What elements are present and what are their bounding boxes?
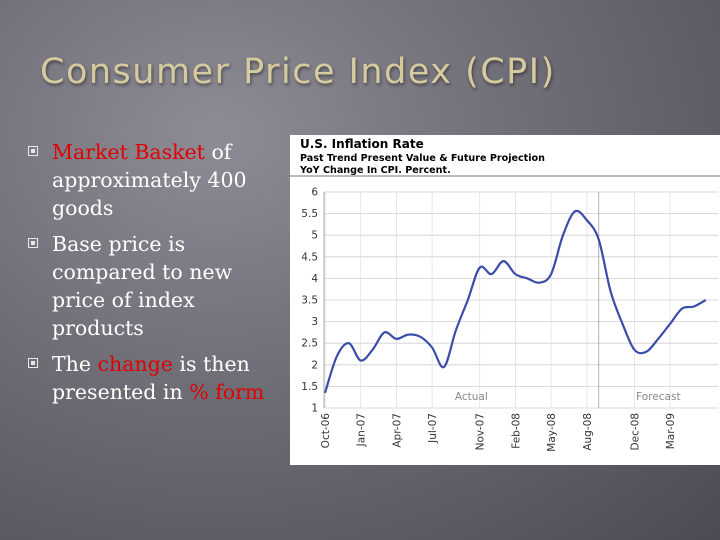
y-tick-label: 2.5 xyxy=(301,338,318,350)
y-tick-label: 1.5 xyxy=(301,381,318,393)
bullet-text: Base price is compared to new price of i… xyxy=(52,232,233,340)
bullet-item: Market Basket of approximately 400 goods xyxy=(28,138,290,222)
x-tick-label: Jan-07 xyxy=(356,413,368,447)
x-tick-label: Dec-08 xyxy=(629,413,641,450)
chart-title: U.S. Inflation Rate xyxy=(300,137,424,151)
actual-annotation: Actual xyxy=(455,391,488,403)
y-tick-label: 6 xyxy=(311,187,318,199)
y-tick-label: 1 xyxy=(311,403,318,415)
x-tick-label: Apr-07 xyxy=(391,413,403,448)
chart-subtitle: YoY Change In CPI. Percent. xyxy=(300,165,451,176)
x-tick-label: Feb-08 xyxy=(510,413,522,449)
inflation-series-line xyxy=(323,209,707,394)
y-tick-label: 3 xyxy=(311,316,318,328)
y-tick-label: 4.5 xyxy=(301,251,318,263)
bullet-text: of approximately 400 goods xyxy=(52,140,247,220)
inflation-chart: U.S. Inflation Rate Past Trend Present V… xyxy=(290,135,720,465)
slide-title: Consumer Price Index (CPI) xyxy=(40,52,556,92)
x-tick-label: Oct-06 xyxy=(320,413,332,449)
x-tick-label: Jul-07 xyxy=(427,413,439,444)
forecast-annotation: Forecast xyxy=(636,391,680,403)
x-tick-label: May-08 xyxy=(546,413,558,452)
x-tick-label: Nov-07 xyxy=(475,413,487,450)
bullet-text: The xyxy=(52,352,98,376)
chart-canvas: 1 1.5 2 2.5 3 3.5 4 4.5 5 5.5 6 Oct-06 Jan-07 Apr-07 J… xyxy=(290,175,720,452)
y-tick-label: 5.5 xyxy=(301,208,318,220)
y-tick-label: 5 xyxy=(311,230,318,242)
bullet-text: is then presented in xyxy=(52,352,250,404)
y-tick-label: 2 xyxy=(311,359,318,371)
bullet-item: Base price is compared to new price of i… xyxy=(28,230,290,342)
bullet-marker-icon xyxy=(28,358,38,368)
bullet-marker-icon xyxy=(28,238,38,248)
bullet-list: Market Basket of approximately 400 goods… xyxy=(28,138,290,414)
x-tick-label: Mar-09 xyxy=(665,413,677,449)
y-tick-label: 4 xyxy=(311,273,318,285)
bullet-marker-icon xyxy=(28,146,38,156)
y-tick-label: 3.5 xyxy=(301,295,318,307)
bullet-item: The change is then presented in % form xyxy=(28,350,290,406)
bullet-text: Market Basket xyxy=(52,140,205,164)
chart-subtitle: Past Trend Present Value & Future Projec… xyxy=(300,153,545,164)
bullet-text: change xyxy=(97,352,173,376)
bullet-text: % form xyxy=(189,380,265,404)
x-tick-label: Aug-08 xyxy=(582,413,594,451)
